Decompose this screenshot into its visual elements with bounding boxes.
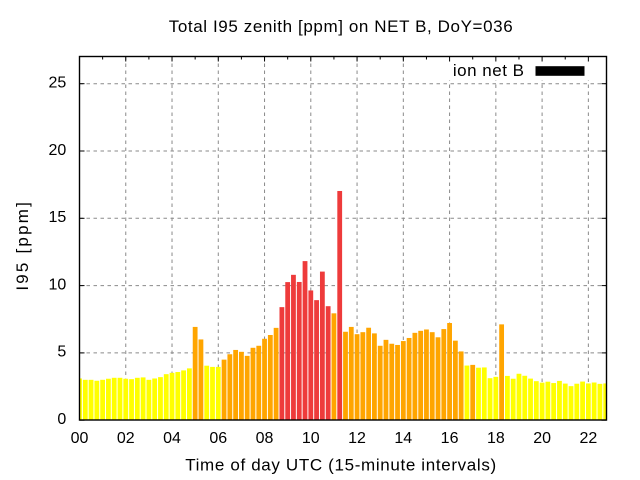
svg-text:Time of day UTC (15-minute int: Time of day UTC (15-minute intervals) (185, 456, 497, 475)
svg-text:25: 25 (49, 75, 67, 92)
svg-text:04: 04 (163, 430, 181, 447)
svg-text:Total I95 zenith [ppm] on NET: Total I95 zenith [ppm] on NET B, DoY=036 (169, 17, 514, 36)
svg-text:22: 22 (579, 430, 597, 447)
svg-text:02: 02 (117, 430, 135, 447)
svg-text:18: 18 (487, 430, 505, 447)
svg-text:20: 20 (533, 430, 551, 447)
svg-text:15: 15 (49, 209, 67, 226)
svg-text:16: 16 (441, 430, 459, 447)
svg-text:00: 00 (71, 430, 89, 447)
svg-text:10: 10 (302, 430, 320, 447)
svg-text:20: 20 (49, 142, 67, 159)
svg-text:0: 0 (57, 411, 66, 428)
svg-text:08: 08 (256, 430, 274, 447)
svg-text:12: 12 (348, 430, 366, 447)
svg-text:5: 5 (57, 344, 66, 361)
svg-text:06: 06 (209, 430, 227, 447)
svg-text:ion net B: ion net B (453, 61, 525, 80)
svg-text:I95 [ppm]: I95 [ppm] (13, 200, 32, 291)
svg-text:14: 14 (394, 430, 412, 447)
svg-text:10: 10 (49, 276, 67, 293)
